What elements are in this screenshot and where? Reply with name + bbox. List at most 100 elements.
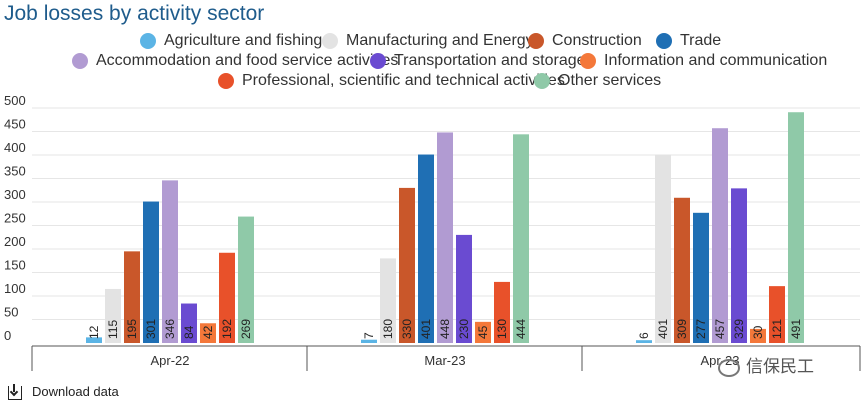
bar	[380, 258, 396, 343]
value-label: 330	[400, 319, 414, 339]
bar	[693, 212, 709, 343]
bar	[437, 132, 453, 343]
legend-item[interactable]: Trade	[656, 32, 721, 50]
bar	[399, 187, 415, 343]
legend-item[interactable]: Construction	[528, 32, 642, 50]
watermark-text: 信保民工	[746, 357, 814, 376]
value-label: 115	[106, 320, 120, 339]
value-label: 192	[220, 319, 234, 339]
value-label: 12	[87, 325, 101, 339]
bar	[731, 188, 747, 343]
legend-swatch	[580, 53, 596, 69]
y-tick-label: 200	[4, 234, 26, 249]
download-data-link[interactable]: Download data	[8, 383, 119, 400]
bar	[143, 201, 159, 343]
value-label: 269	[239, 319, 253, 339]
value-label: 457	[713, 319, 727, 339]
legend-label: Other services	[558, 72, 662, 89]
bar	[513, 134, 529, 343]
value-label: 401	[419, 319, 433, 339]
value-label: 230	[457, 319, 471, 339]
bar	[655, 154, 671, 343]
download-icon	[8, 383, 22, 400]
bar	[674, 197, 690, 343]
legend-item[interactable]: Professional, scientific and technical a…	[218, 72, 565, 90]
watermark: 信保民工	[718, 352, 814, 377]
value-label: 42	[201, 325, 215, 339]
value-label: 195	[125, 319, 139, 339]
y-tick-label: 300	[4, 187, 26, 202]
chart-title: Job losses by activity sector	[4, 2, 265, 25]
bar	[105, 288, 121, 343]
bar	[181, 303, 197, 343]
value-label: 346	[163, 319, 177, 339]
value-label: 6	[637, 332, 651, 339]
value-label: 309	[675, 319, 689, 339]
value-label: 277	[694, 319, 708, 339]
y-tick-label: 100	[4, 281, 26, 296]
legend-label: Professional, scientific and technical a…	[242, 72, 565, 89]
legend-label: Information and communication	[604, 52, 828, 69]
value-label: 84	[182, 325, 196, 339]
legend-item[interactable]: Manufacturing and Energy	[322, 32, 534, 50]
legend-label: Construction	[552, 32, 642, 49]
legend-swatch	[322, 33, 338, 49]
legend-swatch	[72, 53, 88, 69]
value-label: 491	[789, 319, 803, 339]
value-label: 444	[514, 319, 528, 339]
bar	[219, 252, 235, 343]
legend-label: Transportation and storage	[394, 52, 586, 69]
y-tick-label: 0	[4, 328, 11, 343]
value-label: 329	[732, 319, 746, 339]
x-category-label: Apr-22	[150, 353, 189, 368]
bar	[494, 281, 510, 343]
bar	[456, 234, 472, 343]
value-label: 7	[362, 332, 376, 339]
legend-item[interactable]: Information and communication	[580, 52, 827, 70]
legend-label: Accommodation and food service activitie…	[96, 52, 399, 69]
bar	[712, 128, 728, 343]
bar	[361, 339, 377, 343]
bar	[86, 337, 102, 343]
download-label: Download data	[32, 384, 119, 399]
value-label: 30	[751, 325, 765, 339]
bar	[238, 216, 254, 343]
legend-swatch	[528, 33, 544, 49]
value-label: 401	[656, 319, 670, 339]
value-label: 45	[476, 325, 490, 339]
legend-label: Agriculture and fishing	[164, 32, 323, 49]
wechat-icon	[718, 358, 740, 377]
legend-swatch	[218, 73, 234, 89]
y-tick-label: 500	[4, 93, 26, 108]
bar	[475, 321, 491, 343]
y-tick-label: 350	[4, 164, 26, 179]
bar	[769, 286, 785, 343]
bar	[418, 154, 434, 343]
legend-label: Manufacturing and Energy	[346, 32, 534, 49]
bar	[200, 323, 216, 343]
bar	[750, 328, 766, 343]
bar	[636, 340, 652, 343]
legend-item[interactable]: Accommodation and food service activitie…	[72, 52, 398, 70]
legend-swatch	[656, 33, 672, 49]
value-label: 121	[770, 319, 784, 339]
legend-item[interactable]: Transportation and storage	[370, 52, 586, 70]
value-label: 301	[144, 319, 158, 339]
y-tick-label: 450	[4, 117, 26, 132]
legend-swatch	[370, 53, 386, 69]
legend-item[interactable]: Other services	[534, 72, 661, 90]
legend-label: Trade	[680, 32, 722, 49]
bar	[788, 112, 804, 343]
y-tick-label: 50	[4, 305, 18, 320]
legend-item[interactable]: Agriculture and fishing	[140, 32, 322, 50]
bar-chart: 0 50 100 150 200 250 300 350 400 450 500 12 115 195 30…	[4, 93, 861, 371]
value-label: 130	[495, 319, 509, 339]
bar	[124, 251, 140, 343]
legend-swatch	[534, 73, 550, 89]
bar	[162, 180, 178, 343]
y-tick-label: 150	[4, 258, 26, 273]
y-tick-label: 400	[4, 140, 26, 155]
value-label: 448	[438, 319, 452, 339]
x-category-label: Mar-23	[424, 353, 465, 368]
legend-swatch	[140, 33, 156, 49]
